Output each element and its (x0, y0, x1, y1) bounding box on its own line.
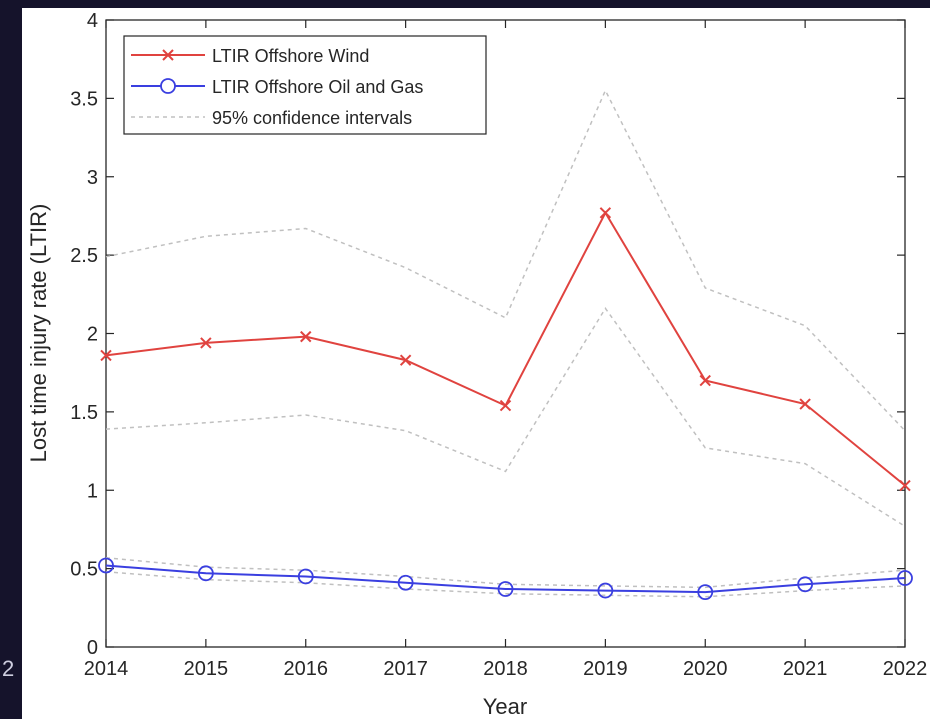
x-tick-label: 2017 (383, 658, 428, 680)
axes: 0 0.5 1 1.5 2 2.5 3 3.5 4 2014 2015 2016 2017 2018 201… (70, 10, 927, 680)
ci-line-lower-1 (105, 571, 906, 598)
marker-o-point (397, 574, 414, 591)
y-tick-label: 3.5 (70, 88, 98, 110)
ci-line-lower-0 (105, 307, 906, 527)
marker-o-point (497, 581, 514, 597)
y-tick-label: 0 (87, 637, 98, 659)
marker-x-point (300, 330, 312, 343)
x-tick-label: 2019 (583, 658, 628, 680)
x-tick-label: 2015 (184, 658, 229, 680)
marker-o-point (197, 565, 214, 582)
marker-o-point (697, 584, 714, 601)
ci-line-upper-0 (105, 88, 906, 432)
x-tick-label: 2020 (683, 658, 728, 680)
y-tick-label: 3 (87, 167, 98, 189)
x-axis-label: Year (483, 694, 527, 719)
y-tick-label: 1 (87, 480, 98, 502)
marker-x-point (899, 479, 911, 492)
marker-x-point (699, 374, 711, 387)
x-tick-label: 2022 (883, 658, 928, 680)
marker-o-point (297, 568, 314, 585)
series-markers (98, 207, 913, 601)
y-tick-label: 2.5 (70, 245, 98, 267)
marker-x-point (799, 398, 811, 410)
legend-label: LTIR Offshore Oil and Gas (212, 77, 423, 97)
y-tick-label: 1.5 (70, 402, 98, 424)
series-line-0 (105, 210, 906, 487)
legend: LTIR Offshore Wind LTIR Offshore Oil and … (123, 35, 487, 135)
y-tick-label: 0.5 (70, 559, 98, 581)
confidence-interval-lines (105, 88, 906, 598)
marker-o-point (897, 570, 913, 586)
y-tick-label: 2 (87, 324, 98, 346)
legend-label: LTIR Offshore Wind (212, 46, 369, 66)
legend-marker-x (162, 49, 174, 61)
marker-x-point (100, 349, 112, 362)
legend-label: 95% confidence intervals (212, 108, 412, 128)
y-axis-label: Lost time injury rate (LTIR) (26, 204, 51, 463)
marker-x-point (399, 354, 412, 366)
marker-o-point (797, 576, 814, 593)
y-tick-label: 4 (87, 10, 98, 32)
x-tick-label: 2016 (284, 658, 329, 680)
series-lines (105, 210, 906, 594)
legend-marker-o (160, 78, 176, 94)
x-tick-label: 2018 (483, 658, 528, 680)
marker-x-point (200, 337, 212, 349)
marker-o-point (98, 557, 114, 574)
marker-x-point (499, 399, 512, 412)
marker-o-point (597, 582, 614, 599)
series-line-1 (105, 564, 906, 594)
x-tick-label: 2021 (783, 658, 828, 680)
marker-x-point (599, 207, 612, 219)
x-tick-label: 2014 (84, 658, 129, 680)
cropped-tick-label: 2 (2, 656, 15, 681)
ci-line-upper-1 (105, 556, 906, 589)
